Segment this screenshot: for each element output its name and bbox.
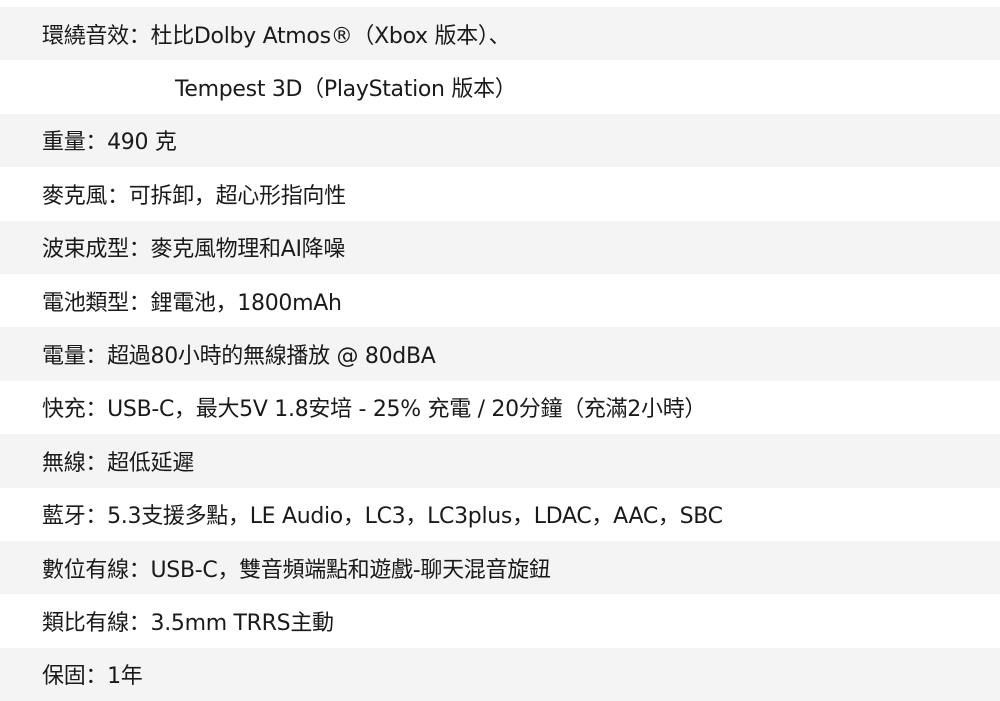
spec-row-microphone: 麥克風：可拆卸，超心形指向性 <box>42 183 346 209</box>
spec-row-analog-wired: 類比有線：3.5mm TRRS主動 <box>42 610 334 636</box>
spec-list: 環繞音效：杜比Dolby Atmos®（Xbox 版本）、 Tempest 3D… <box>0 7 1000 701</box>
spec-row-battery-type: 電池類型：鋰電池，1800mAh <box>42 290 342 316</box>
spec-row-surround-continued: Tempest 3D（PlayStation 版本） <box>175 77 517 103</box>
spec-row-surround: 環繞音效：杜比Dolby Atmos®（Xbox 版本）、 <box>0 7 1000 61</box>
spec-row-warranty: 保固：1年 <box>0 647 1000 701</box>
spec-row-battery-life: 電量：超過80小時的無線播放 @ 80dBA <box>0 327 1000 381</box>
spec-row-fast-charge: 快充：USB-C，最大5V 1.8安培 - 25% 充電 / 20分鐘（充滿2小… <box>42 397 707 423</box>
spec-row-beamforming: 波束成型：麥克風物理和AI降噪 <box>0 220 1000 274</box>
spec-row-bluetooth: 藍牙：5.3支援多點，LE Audio，LC3，LC3plus，LDAC，AAC… <box>42 504 723 530</box>
spec-row-digital-wired: 數位有線：USB-C，雙音頻端點和遊戲-聊天混音旋鈕 <box>0 540 1000 595</box>
spec-row-weight: 重量：490 克 <box>0 113 1000 168</box>
spec-row-wireless: 無線：超低延遲 <box>0 434 1000 488</box>
